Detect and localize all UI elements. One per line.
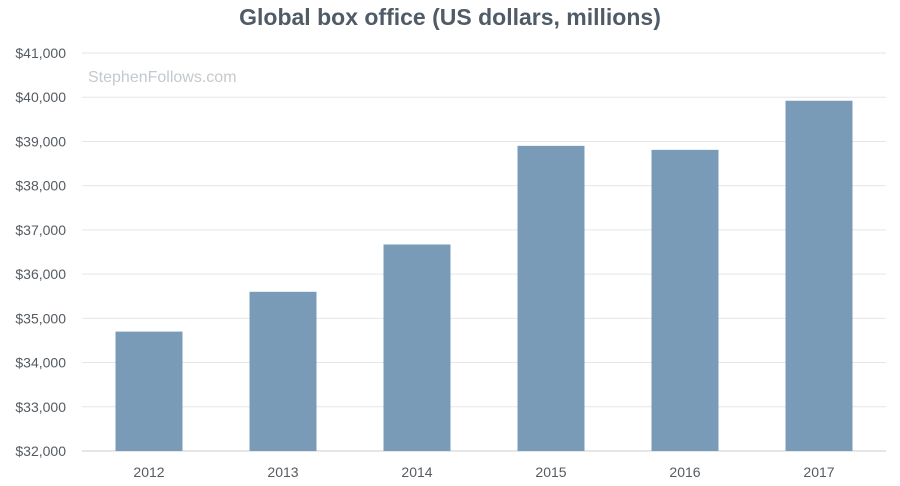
bar-2013 bbox=[249, 291, 317, 451]
y-tick-label: $33,000 bbox=[15, 399, 66, 415]
x-tick-label: 2017 bbox=[803, 464, 834, 480]
x-tick-label: 2015 bbox=[535, 464, 566, 480]
y-tick-label: $37,000 bbox=[15, 222, 66, 238]
y-tick-label: $35,000 bbox=[15, 310, 66, 326]
y-tick-label: $32,000 bbox=[15, 443, 66, 459]
x-tick-label: 2012 bbox=[133, 464, 164, 480]
bar-2015 bbox=[517, 145, 585, 451]
watermark-text: StephenFollows.com bbox=[88, 69, 237, 86]
y-tick-label: $38,000 bbox=[15, 178, 66, 194]
x-tick-label: 2016 bbox=[669, 464, 700, 480]
y-tick-label: $40,000 bbox=[15, 89, 66, 105]
x-tick-label: 2013 bbox=[267, 464, 298, 480]
bars bbox=[115, 100, 853, 451]
y-tick-label: $41,000 bbox=[15, 45, 66, 61]
bar-2014 bbox=[383, 244, 451, 451]
bar-2012 bbox=[115, 331, 183, 451]
x-axis-ticks: 2012 2013 2014 2015 2016 2017 bbox=[133, 464, 834, 480]
y-tick-label: $39,000 bbox=[15, 133, 66, 149]
bar-2017 bbox=[785, 100, 853, 451]
bar-2016 bbox=[651, 149, 719, 451]
y-axis-ticks: $32,000 $33,000 $34,000 $35,000 $36,000 $37,0… bbox=[15, 45, 66, 459]
chart-title: Global box office (US dollars, millions) bbox=[239, 4, 661, 30]
y-tick-label: $36,000 bbox=[15, 266, 66, 282]
gridlines bbox=[82, 52, 886, 452]
x-tick-label: 2014 bbox=[401, 464, 432, 480]
y-tick-label: $34,000 bbox=[15, 355, 66, 371]
